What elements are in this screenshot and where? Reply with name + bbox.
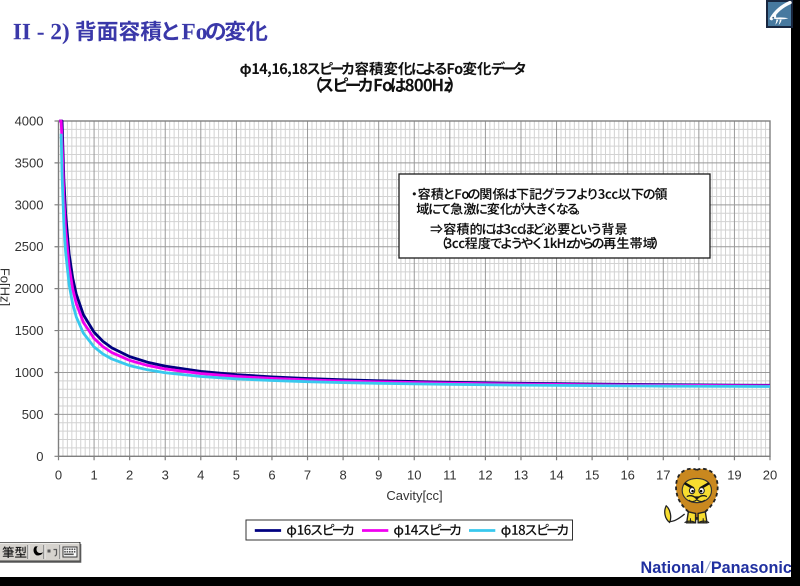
- svg-text:2: 2: [126, 468, 133, 483]
- svg-text:0: 0: [55, 468, 62, 483]
- svg-text:1500: 1500: [15, 323, 44, 338]
- svg-text:2000: 2000: [15, 281, 44, 296]
- svg-text:11: 11: [443, 468, 457, 483]
- svg-text:2500: 2500: [15, 239, 44, 254]
- svg-text:3000: 3000: [15, 197, 44, 212]
- svg-text:3: 3: [162, 468, 169, 483]
- svg-text:8: 8: [339, 468, 346, 483]
- svg-text:7: 7: [304, 468, 311, 483]
- svg-text:3500: 3500: [15, 155, 44, 170]
- svg-text:17: 17: [656, 468, 670, 483]
- svg-text:12: 12: [478, 468, 492, 483]
- svg-text:4000: 4000: [15, 114, 44, 129]
- svg-text:6: 6: [268, 468, 275, 483]
- svg-text:5: 5: [233, 468, 240, 483]
- svg-text:15: 15: [585, 468, 599, 483]
- svg-text:0: 0: [36, 449, 43, 464]
- svg-text:10: 10: [407, 468, 421, 483]
- svg-text:16: 16: [620, 468, 634, 483]
- svg-text:19: 19: [727, 468, 741, 483]
- svg-text:1000: 1000: [15, 365, 44, 380]
- svg-text:Cavity[cc]: Cavity[cc]: [386, 488, 442, 503]
- svg-text:500: 500: [22, 407, 44, 422]
- svg-text:13: 13: [514, 468, 528, 483]
- svg-text:14: 14: [549, 468, 563, 483]
- svg-text:1: 1: [90, 468, 97, 483]
- svg-text:4: 4: [197, 468, 204, 483]
- svg-text:Fo[Hz]: Fo[Hz]: [0, 268, 13, 306]
- svg-text:20: 20: [763, 468, 777, 483]
- svg-text:9: 9: [375, 468, 382, 483]
